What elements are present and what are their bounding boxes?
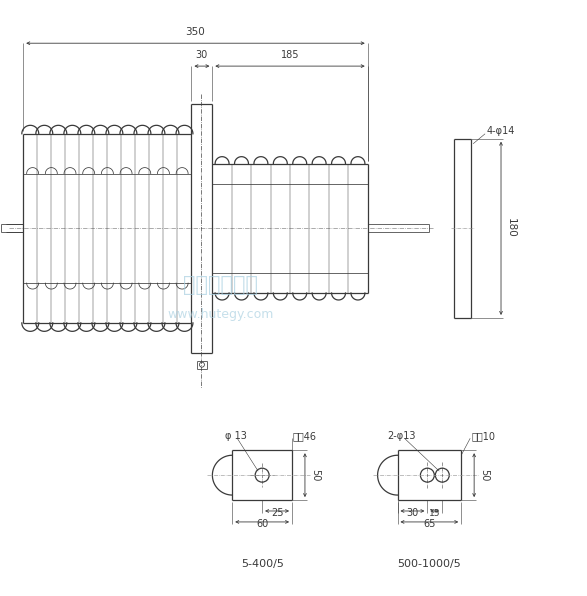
Text: 350: 350: [185, 27, 205, 37]
Text: 30: 30: [196, 50, 208, 60]
Text: 50: 50: [310, 469, 320, 482]
Text: 185: 185: [281, 50, 299, 60]
Text: 2-φ13: 2-φ13: [387, 432, 416, 442]
Text: 4-φ14: 4-φ14: [486, 126, 514, 136]
Text: 30: 30: [406, 508, 419, 518]
Text: 15: 15: [429, 509, 441, 518]
Text: 25: 25: [271, 508, 284, 518]
Text: 180: 180: [506, 219, 516, 238]
Text: 上海互凌电气: 上海互凌电气: [183, 275, 258, 295]
Text: 65: 65: [423, 519, 436, 529]
Text: 50: 50: [479, 469, 489, 482]
Text: www.hutegy.com: www.hutegy.com: [167, 308, 274, 321]
Text: 5-400/5: 5-400/5: [241, 558, 284, 569]
Text: 500-1000/5: 500-1000/5: [397, 558, 461, 569]
Text: 60: 60: [256, 519, 268, 529]
Text: φ 13: φ 13: [225, 432, 247, 442]
Text: 厚剦10: 厚剦10: [471, 432, 495, 442]
Text: 厚剦46: 厚剦46: [293, 432, 317, 442]
